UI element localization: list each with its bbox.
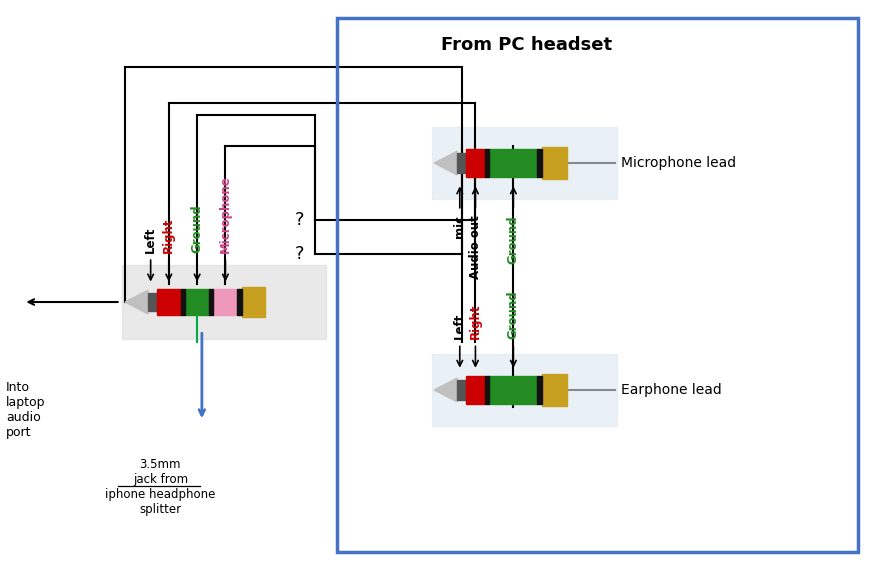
Bar xyxy=(538,149,542,177)
Text: 3.5mm
jack from
iphone headphone
splitter: 3.5mm jack from iphone headphone splitte… xyxy=(105,458,215,516)
Text: Left: Left xyxy=(454,312,466,339)
Bar xyxy=(431,354,617,426)
Polygon shape xyxy=(125,290,148,314)
Text: ?: ? xyxy=(295,245,304,263)
Bar xyxy=(542,147,566,179)
Text: ?: ? xyxy=(295,211,304,229)
Text: Right: Right xyxy=(162,217,175,253)
Bar xyxy=(431,127,617,199)
Polygon shape xyxy=(434,378,457,402)
Bar xyxy=(214,289,237,315)
Bar xyxy=(157,289,181,315)
Bar xyxy=(485,376,489,404)
Text: Right: Right xyxy=(469,303,482,339)
Text: Earphone lead: Earphone lead xyxy=(621,383,722,397)
Text: Ground: Ground xyxy=(507,290,520,339)
Bar xyxy=(209,289,214,315)
Bar xyxy=(457,153,466,173)
Bar xyxy=(489,376,538,404)
Bar xyxy=(466,376,485,404)
Bar xyxy=(457,380,466,400)
Bar xyxy=(148,293,157,311)
Bar xyxy=(237,289,242,315)
Text: Ground: Ground xyxy=(507,215,520,264)
Text: Ground: Ground xyxy=(190,204,204,253)
Text: Audio out: Audio out xyxy=(469,215,482,279)
Bar xyxy=(122,265,325,339)
Bar xyxy=(185,289,209,315)
Bar xyxy=(538,376,542,404)
Bar xyxy=(485,149,489,177)
Bar xyxy=(466,149,485,177)
Bar xyxy=(181,289,185,315)
Bar xyxy=(489,149,538,177)
Bar xyxy=(242,287,265,317)
Text: Microphone: Microphone xyxy=(219,175,232,253)
Bar xyxy=(542,374,566,406)
Text: Into
laptop
audio
port: Into laptop audio port xyxy=(6,381,45,439)
Text: Left: Left xyxy=(144,226,157,253)
Text: From PC headset: From PC headset xyxy=(441,35,612,54)
Text: mic: mic xyxy=(454,215,466,238)
Text: Microphone lead: Microphone lead xyxy=(621,156,736,170)
Polygon shape xyxy=(434,151,457,175)
